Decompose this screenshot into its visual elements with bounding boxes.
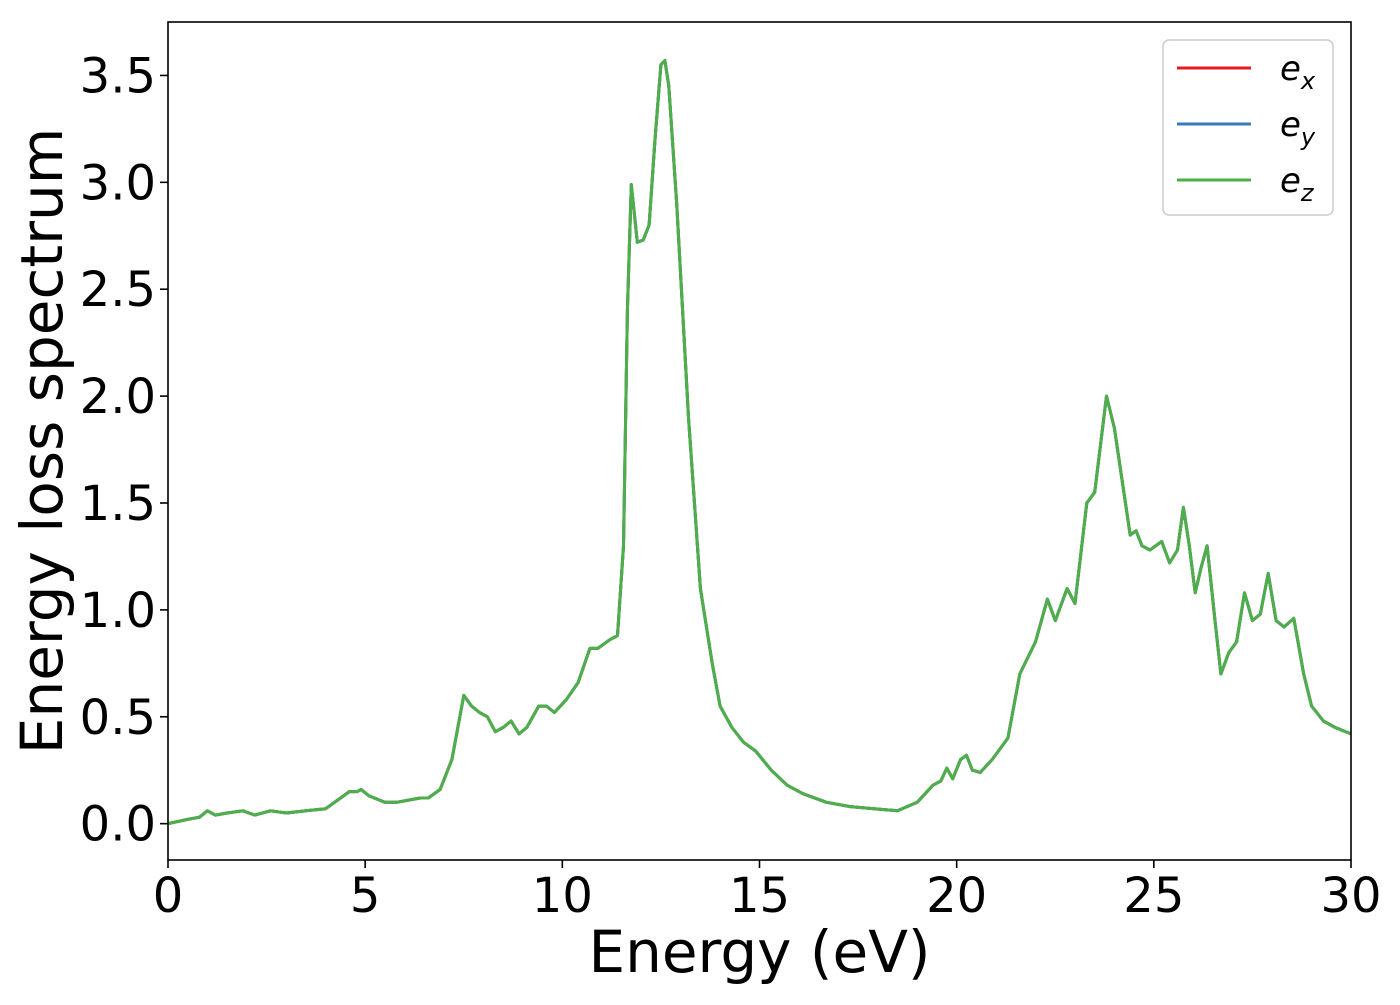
y-tick-label: 2.5 [80, 262, 156, 318]
y-tick-label: 1.5 [80, 476, 156, 532]
legend-label-e-y: ey [1280, 105, 1316, 151]
y-tick-label: 3.5 [80, 48, 156, 104]
y-tick-label: 3.0 [80, 155, 156, 211]
x-tick-label: 5 [350, 868, 381, 924]
legend-label-e-z: ez [1280, 161, 1315, 207]
x-tick-label: 10 [532, 868, 593, 924]
x-axis-label: Energy (eV) [588, 918, 930, 986]
plot-area [167, 21, 1352, 861]
x-tick-label: 15 [729, 868, 790, 924]
legend: ex ey ez [1162, 39, 1334, 216]
x-tick-label: 25 [1123, 868, 1184, 924]
series-lines [168, 59, 1351, 826]
y-tick-label: 1.0 [80, 583, 156, 639]
x-tick-label: 20 [926, 868, 987, 924]
legend-label-e-x: ex [1280, 49, 1316, 95]
y-tick-label: 0.5 [80, 690, 156, 746]
axis-ticks: 0 5 10 15 20 25 30 0.0 0.5 1.0 1.5 2.0 2.5 3.0 3.5 [80, 48, 1382, 924]
y-tick-label: 0.0 [80, 797, 156, 853]
y-tick-label: 2.0 [80, 369, 156, 425]
y-axis-label: Energy loss spectrum [8, 128, 76, 754]
legend-box [1162, 39, 1334, 216]
x-tick-label: 0 [153, 868, 184, 924]
x-tick-label: 30 [1320, 868, 1381, 924]
series-line-e-z [168, 59, 1351, 826]
